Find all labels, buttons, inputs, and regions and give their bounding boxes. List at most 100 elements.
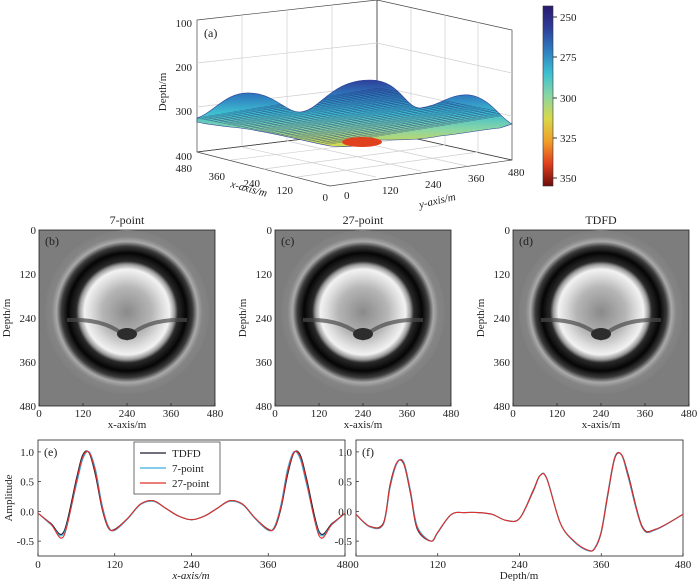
panel-f: 0 120 240 360 480 1.0 0.5 0.0 -0.5 (f) Depth/m <box>335 439 692 581</box>
y-tick-label: 360 <box>20 357 37 369</box>
wavefront-ring <box>281 230 445 394</box>
image-ylabel: Depth/m <box>237 298 249 337</box>
image-title: 7-point <box>110 213 145 227</box>
series-line-27-point <box>356 451 683 552</box>
x-tick-label: 240 <box>511 559 528 571</box>
panel-f-label: (f) <box>362 445 374 459</box>
image-panels: (b) 7-point 0 0 120 120 240 240 360 360 480 480 x-ax… <box>1 213 698 431</box>
panel-a-yticks: 0 120 240 360 480 <box>344 167 525 202</box>
surface-deep-spot <box>342 137 382 147</box>
y-tick-label: 0 <box>31 225 37 237</box>
image-panel: (d) TDFD 0 0 120 120 240 240 360 360 480 480 x-axis/… <box>475 213 698 431</box>
x-tick: 120 <box>277 185 294 197</box>
x-tick-label: 120 <box>107 559 124 571</box>
x-tick-label: 480 <box>681 408 698 420</box>
panel-f-series <box>356 451 683 552</box>
x-tick-label: 480 <box>675 559 692 571</box>
panel-a-xticks: 480 360 240 120 0 <box>176 163 329 204</box>
panel-a-surface <box>196 79 513 148</box>
series-line-27-point <box>38 450 345 539</box>
x-tick-label: 240 <box>183 559 200 571</box>
image-label: (d) <box>519 234 533 248</box>
z-tick: 100 <box>176 18 193 30</box>
panel-a-ylabel: y-axis/m <box>417 191 457 211</box>
y-tick-label: 0 <box>505 225 511 237</box>
panel-a-zticks: 100 200 300 400 <box>176 18 193 163</box>
image-title: TDFD <box>585 213 617 227</box>
surface-sheet <box>196 79 513 148</box>
x-tick-label: 360 <box>637 408 654 420</box>
scatter-point <box>591 328 611 340</box>
panel-f-frame <box>355 439 684 557</box>
y-tick-label: 360 <box>494 357 511 369</box>
panel-a-zlabel: Depth/m <box>157 72 169 111</box>
panel-f-axes: 0 120 240 360 480 1.0 0.5 0.0 -0.5 <box>335 447 692 571</box>
x-tick: 0 <box>323 192 329 204</box>
image-xlabel: x-axis/m <box>582 419 621 431</box>
colorbar-tick: 250 <box>560 12 577 24</box>
image-title: 27-point <box>343 213 384 227</box>
scatter-point <box>353 328 373 340</box>
y-tick-label: -0.5 <box>335 536 353 548</box>
y-tick-label: 0.0 <box>20 506 34 518</box>
image-panel: (b) 7-point 0 0 120 120 240 240 360 360 480 480 x-ax… <box>1 213 224 431</box>
x-tick-label: 0 <box>36 408 42 420</box>
y-tick-label: -0.5 <box>17 536 35 548</box>
x-tick-label: 120 <box>549 408 566 420</box>
panel-e-xlabel: x-axis/m <box>171 570 209 581</box>
x-tick-label: 480 <box>337 559 354 571</box>
y-tick-label: 0.5 <box>20 477 34 489</box>
x-tick-label: 120 <box>430 559 447 571</box>
z-tick: 300 <box>176 106 193 118</box>
y-tick-label: 0 <box>267 225 273 237</box>
x-tick-label: 0 <box>35 559 41 571</box>
panel-e-series <box>38 450 345 539</box>
colorbar-ticks: 250 275 300 325 350 <box>553 12 577 185</box>
y-tick: 360 <box>468 173 485 185</box>
image-label: (c) <box>281 234 294 248</box>
x-tick: 480 <box>176 163 193 175</box>
panel-e-axes: 0 120 240 360 480 1.0 0.5 0.0 -0.5 <box>17 447 354 571</box>
y-tick: 240 <box>425 179 442 191</box>
wavefront-ring <box>45 230 209 394</box>
x-tick-label: 240 <box>593 408 610 420</box>
y-tick-label: 0.5 <box>338 477 352 489</box>
y-tick-label: 120 <box>20 269 37 281</box>
image-panel: (c) 27-point 0 0 120 120 240 240 360 360 480 480 x-a… <box>237 213 460 431</box>
y-tick-label: 120 <box>256 269 273 281</box>
image-ylabel: Depth/m <box>1 298 13 337</box>
y-tick-label: 240 <box>20 313 37 325</box>
image-xlabel: x-axis/m <box>108 419 147 431</box>
colorbar-tick: 325 <box>560 133 577 145</box>
x-tick: 360 <box>209 171 226 183</box>
x-tick-label: 240 <box>355 408 372 420</box>
scatter-point <box>117 328 137 340</box>
y-tick-label: 1.0 <box>338 447 352 459</box>
y-tick-label: 360 <box>256 357 273 369</box>
panel-f-xlabel: Depth/m <box>500 570 539 581</box>
x-tick-label: 0 <box>353 559 359 571</box>
y-tick: 480 <box>508 167 525 179</box>
colorbar-tick: 275 <box>560 52 577 64</box>
y-tick-label: 120 <box>494 269 511 281</box>
y-tick-label: 1.0 <box>20 447 34 459</box>
x-tick-label: 480 <box>443 408 460 420</box>
x-tick-label: 480 <box>207 408 224 420</box>
x-tick-label: 360 <box>163 408 180 420</box>
panel-a-label: (a) <box>204 26 217 40</box>
legend-27point: 27-point <box>172 478 209 490</box>
y-tick-label: 240 <box>256 313 273 325</box>
x-tick-label: 360 <box>260 559 277 571</box>
y-tick-label: 0.0 <box>338 506 352 518</box>
panel-e: 0 120 240 360 480 1.0 0.5 0.0 -0.5 (e) Amplitude… <box>3 439 354 581</box>
x-tick-label: 360 <box>593 559 610 571</box>
z-tick: 400 <box>176 151 193 163</box>
x-tick-label: 240 <box>119 408 136 420</box>
wavefront-ring <box>519 230 683 394</box>
x-tick-label: 120 <box>75 408 92 420</box>
legend-7point: 7-point <box>172 463 204 475</box>
image-xlabel: x-axis/m <box>344 419 383 431</box>
y-tick-label: 480 <box>256 401 273 413</box>
y-tick: 0 <box>344 190 350 202</box>
